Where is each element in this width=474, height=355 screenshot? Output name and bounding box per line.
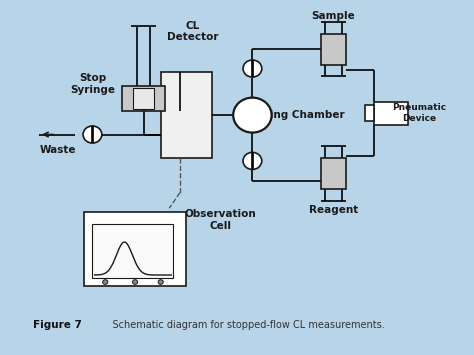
Circle shape bbox=[233, 98, 272, 132]
Text: Reagent: Reagent bbox=[309, 205, 358, 215]
Bar bbox=[374, 102, 408, 125]
Text: Stop
Syringe: Stop Syringe bbox=[70, 73, 115, 95]
Bar bbox=[365, 105, 374, 121]
Circle shape bbox=[158, 280, 163, 284]
Text: Schematic diagram for stopped-flow CL measurements.: Schematic diagram for stopped-flow CL me… bbox=[100, 320, 384, 330]
Text: Pneumatic
Device: Pneumatic Device bbox=[392, 103, 446, 123]
Text: CL
Detector: CL Detector bbox=[167, 21, 219, 43]
Text: Waste: Waste bbox=[40, 145, 77, 155]
Circle shape bbox=[83, 126, 102, 143]
Bar bbox=[133, 88, 154, 109]
Bar bbox=[84, 212, 186, 286]
Bar bbox=[320, 158, 346, 189]
Text: Observation
Cell: Observation Cell bbox=[184, 209, 256, 231]
Bar bbox=[161, 72, 212, 158]
Circle shape bbox=[133, 280, 137, 284]
Text: Sample: Sample bbox=[311, 11, 356, 21]
Text: Mixing Chamber: Mixing Chamber bbox=[249, 110, 345, 120]
Circle shape bbox=[243, 60, 262, 77]
Circle shape bbox=[103, 280, 108, 284]
Circle shape bbox=[243, 152, 262, 169]
Text: Figure 7: Figure 7 bbox=[33, 320, 82, 330]
Bar bbox=[92, 224, 173, 278]
Bar bbox=[122, 86, 165, 111]
Bar bbox=[320, 34, 346, 65]
